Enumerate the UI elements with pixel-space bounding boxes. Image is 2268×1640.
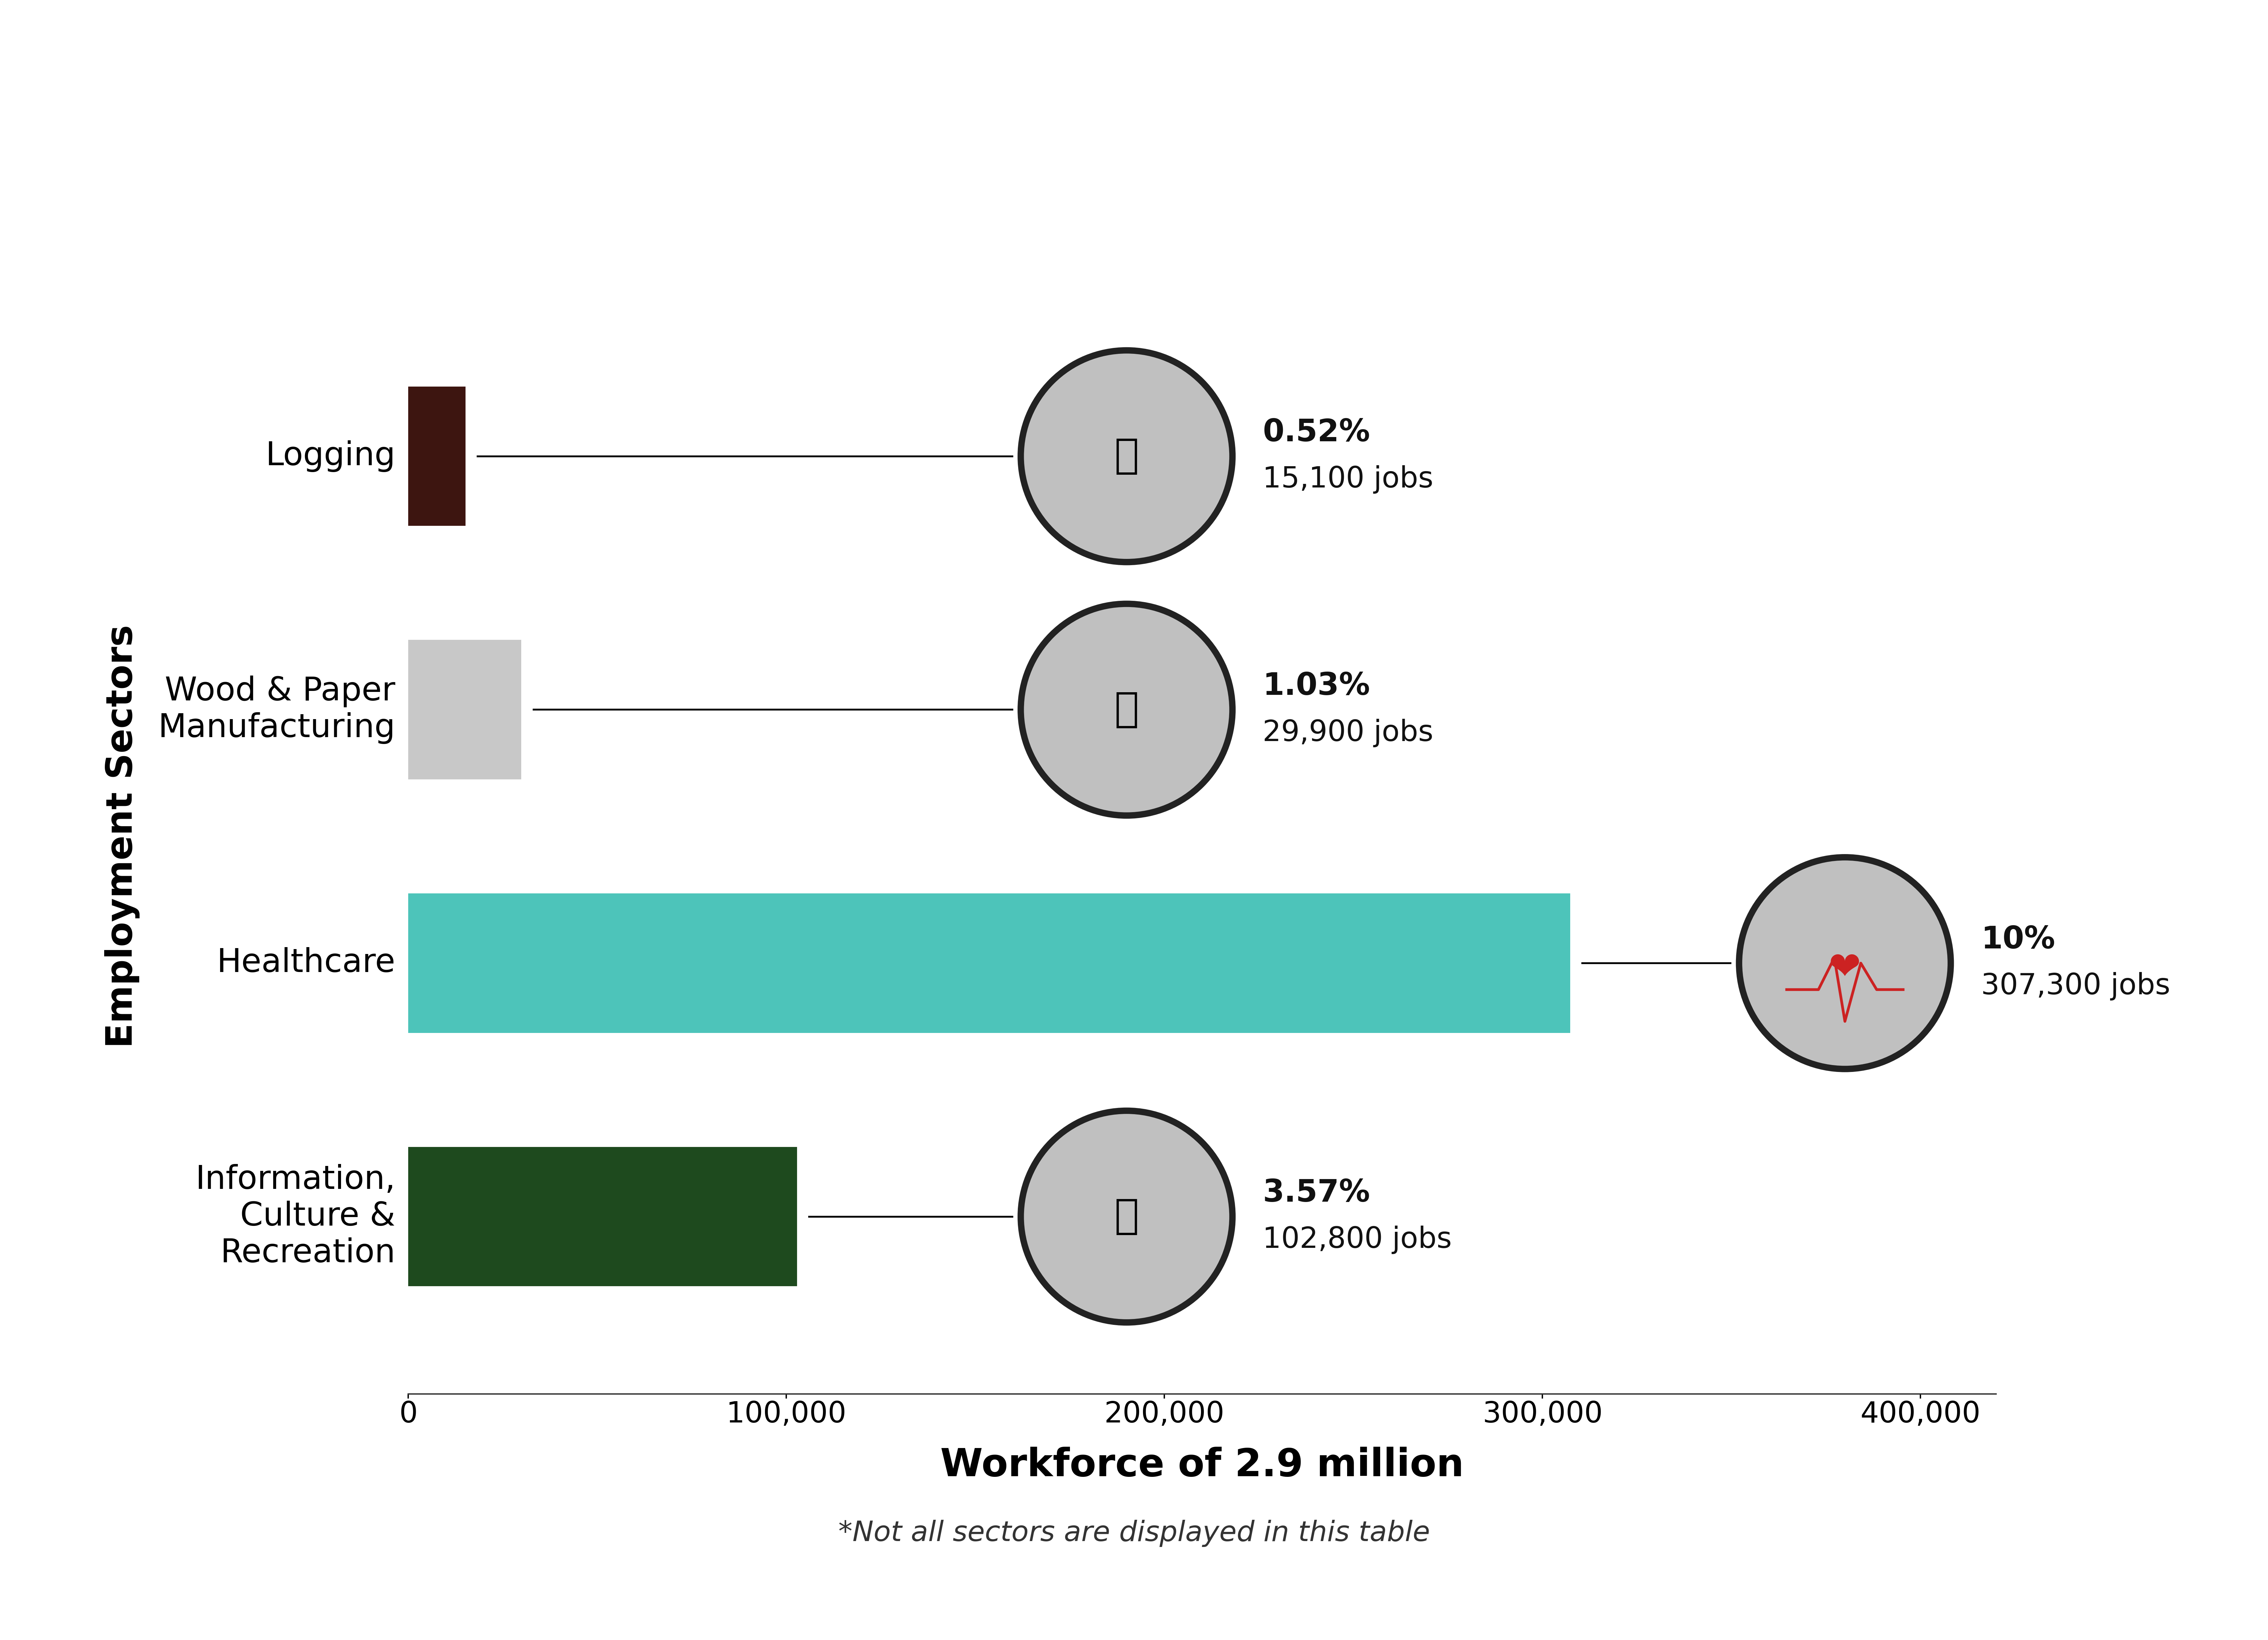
Text: 3.57%: 3.57% [1263, 1178, 1370, 1209]
Text: 10%: 10% [1980, 925, 2055, 954]
Bar [408, 894, 1569, 1033]
Bar [408, 640, 522, 779]
Y-axis label: Employment Sectors: Employment Sectors [104, 625, 141, 1048]
X-axis label: Workforce of 2.9 million: Workforce of 2.9 million [941, 1446, 1463, 1484]
Ellipse shape [1021, 1110, 1232, 1322]
Text: Comparison of Four Employment Sectors Out of a Work Force of 2.9 Million: Comparison of Four Employment Sectors Ou… [75, 71, 2193, 118]
Text: ❤: ❤ [1828, 950, 1860, 987]
Text: 15,100 jobs: 15,100 jobs [1263, 466, 1433, 494]
Text: 0.52%: 0.52% [1263, 418, 1370, 448]
Text: 307,300 jobs: 307,300 jobs [1980, 973, 2170, 1000]
Text: 1.03%: 1.03% [1263, 671, 1370, 702]
Ellipse shape [1740, 858, 1950, 1069]
Text: 102,800 jobs: 102,800 jobs [1263, 1225, 1452, 1255]
Text: 🪵: 🪵 [1114, 690, 1139, 730]
Bar [408, 1146, 796, 1286]
Bar [408, 387, 465, 526]
Text: 🎭: 🎭 [1114, 1197, 1139, 1237]
Ellipse shape [1021, 604, 1232, 815]
Text: 29,900 jobs: 29,900 jobs [1263, 718, 1433, 748]
Text: 🏗: 🏗 [1114, 436, 1139, 476]
Ellipse shape [1021, 351, 1232, 563]
Text: *Not all sectors are displayed in this table: *Not all sectors are displayed in this t… [839, 1520, 1429, 1547]
